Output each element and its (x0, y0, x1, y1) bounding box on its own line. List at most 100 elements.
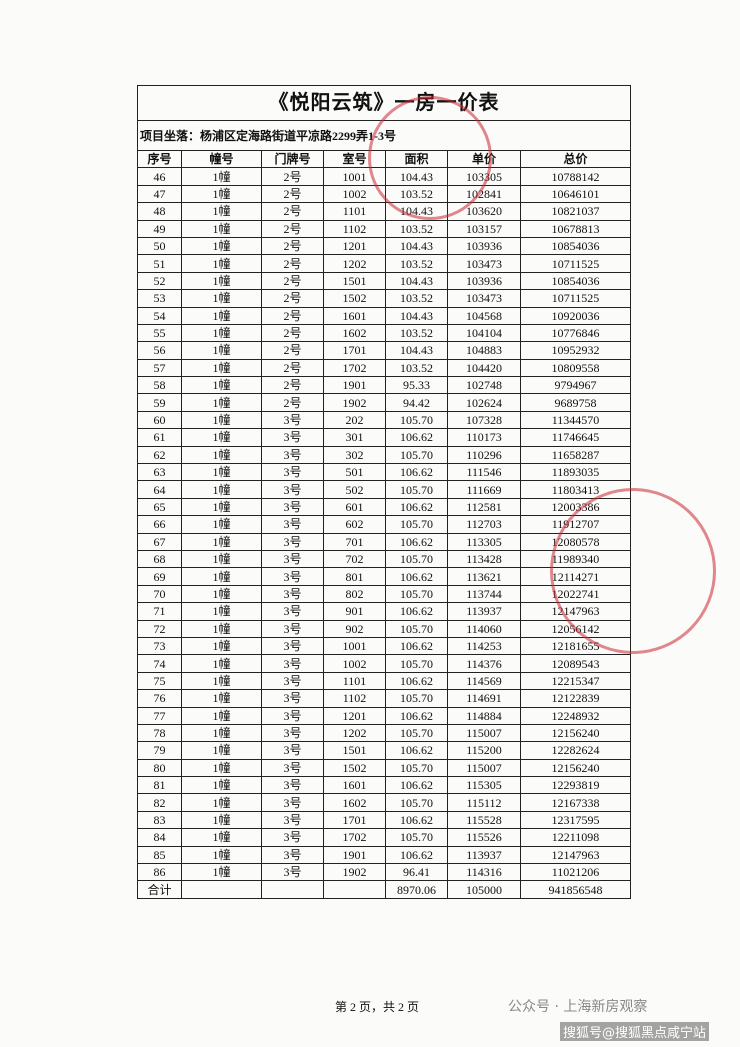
total-amount: 941856548 (519, 880, 632, 899)
table-cell: 1201 (323, 706, 386, 725)
table-cell: 1幢 (181, 271, 262, 291)
table-cell: 114253 (447, 636, 521, 656)
table-cell: 1幢 (181, 428, 262, 447)
table-cell: 1幢 (181, 219, 262, 238)
table-cell: 2号 (261, 341, 324, 360)
table-cell: 1幢 (181, 619, 262, 638)
table-cell: 3号 (261, 776, 324, 795)
table-cell: 113428 (447, 549, 521, 569)
table-cell: 77 (137, 706, 182, 725)
table-cell: 11746645 (519, 428, 632, 447)
table-cell: 60 (137, 410, 182, 430)
table-cell: 1幢 (181, 358, 262, 378)
table-row: 56 1幢 2号 1701 104.43 104883 10952932 (137, 341, 632, 360)
table-cell: 11021206 (519, 863, 632, 882)
seal-stamp (368, 96, 492, 220)
table-cell: 113621 (447, 567, 521, 586)
table-row: 62 1幢 3号 302 105.70 110296 11658287 (137, 445, 632, 465)
table-cell: 106.62 (385, 636, 448, 656)
table-cell: 3号 (261, 445, 324, 465)
table-cell: 104.43 (385, 236, 448, 256)
table-cell: 105.70 (385, 723, 448, 743)
table-cell: 3号 (261, 706, 324, 725)
table-cell: 63 (137, 463, 182, 482)
table-cell: 2号 (261, 219, 324, 238)
table-cell: 46 (137, 167, 182, 186)
table-cell: 103.52 (385, 289, 448, 308)
table-cell: 79 (137, 741, 182, 760)
table-cell: 2号 (261, 376, 324, 395)
table-cell: 1701 (323, 341, 386, 360)
table-cell: 1幢 (181, 515, 262, 534)
table-cell: 12147963 (519, 845, 632, 865)
column-header: 幢号 (181, 149, 262, 169)
table-cell: 2号 (261, 254, 324, 273)
table-cell: 115007 (447, 723, 521, 743)
seal-stamp (550, 488, 716, 654)
table-cell: 1701 (323, 810, 386, 830)
table-cell: 1幢 (181, 254, 262, 273)
table-cell: 3号 (261, 532, 324, 551)
table-row: 54 1幢 2号 1601 104.43 104568 10920036 (137, 306, 632, 325)
table-cell: 104.43 (385, 271, 448, 291)
table-cell: 106.62 (385, 602, 448, 621)
table-cell: 301 (323, 428, 386, 447)
table-row: 65 1幢 3号 601 106.62 112581 12003386 (137, 497, 632, 517)
total-row: 合计 8970.06 105000 941856548 (137, 880, 632, 899)
table-cell: 53 (137, 289, 182, 308)
table-cell: 1幢 (181, 323, 262, 343)
total-price: 105000 (447, 880, 521, 899)
table-row: 77 1幢 3号 1201 106.62 114884 12248932 (137, 706, 632, 725)
table-cell: 105.70 (385, 549, 448, 569)
table-row: 64 1幢 3号 502 105.70 111669 11803413 (137, 480, 632, 499)
column-header: 总价 (519, 149, 632, 169)
table-cell: 1601 (323, 776, 386, 795)
table-cell: 106.62 (385, 463, 448, 482)
table-cell: 3号 (261, 497, 324, 517)
table-cell: 55 (137, 323, 182, 343)
column-header: 门牌号 (261, 149, 324, 169)
table-cell: 1幢 (181, 289, 262, 308)
table-cell: 104420 (447, 358, 521, 378)
table-cell: 1幢 (181, 602, 262, 621)
table-cell: 3号 (261, 671, 324, 691)
table-cell: 2号 (261, 167, 324, 186)
table-cell: 10678813 (519, 219, 632, 238)
table-cell: 12282624 (519, 741, 632, 760)
table-cell: 114691 (447, 689, 521, 708)
table-cell: 105.70 (385, 654, 448, 673)
table-row: 48 1幢 2号 1101 104.43 103620 10821037 (137, 202, 632, 221)
table-cell: 3号 (261, 741, 324, 760)
table-cell: 3号 (261, 723, 324, 743)
table-cell: 1幢 (181, 741, 262, 760)
table-cell: 802 (323, 584, 386, 604)
table-cell: 10809558 (519, 358, 632, 378)
table-cell: 3号 (261, 602, 324, 621)
table-cell: 10920036 (519, 306, 632, 325)
table-cell: 50 (137, 236, 182, 256)
table-cell: 10854036 (519, 271, 632, 291)
table-cell: 2号 (261, 236, 324, 256)
table-cell: 1101 (323, 202, 386, 221)
table-cell: 115112 (447, 793, 521, 812)
table-cell: 10711525 (519, 254, 632, 273)
table-cell: 115305 (447, 776, 521, 795)
table-cell: 62 (137, 445, 182, 465)
table-cell: 1幢 (181, 236, 262, 256)
table-cell: 3号 (261, 410, 324, 430)
table-cell: 9689758 (519, 393, 632, 412)
table-cell: 1幢 (181, 376, 262, 395)
table-cell: 1102 (323, 689, 386, 708)
table-cell: 83 (137, 810, 182, 830)
watermark-sohu: 搜狐号@搜狐黑点咸宁站 (560, 1022, 710, 1041)
table-cell (323, 880, 386, 899)
table-cell: 1幢 (181, 845, 262, 865)
table-cell: 84 (137, 828, 182, 847)
table-cell: 3号 (261, 584, 324, 604)
table-cell: 10788142 (519, 167, 632, 186)
table-cell: 114884 (447, 706, 521, 725)
table-cell: 1501 (323, 271, 386, 291)
table-cell: 102748 (447, 376, 521, 395)
table-cell: 1幢 (181, 341, 262, 360)
